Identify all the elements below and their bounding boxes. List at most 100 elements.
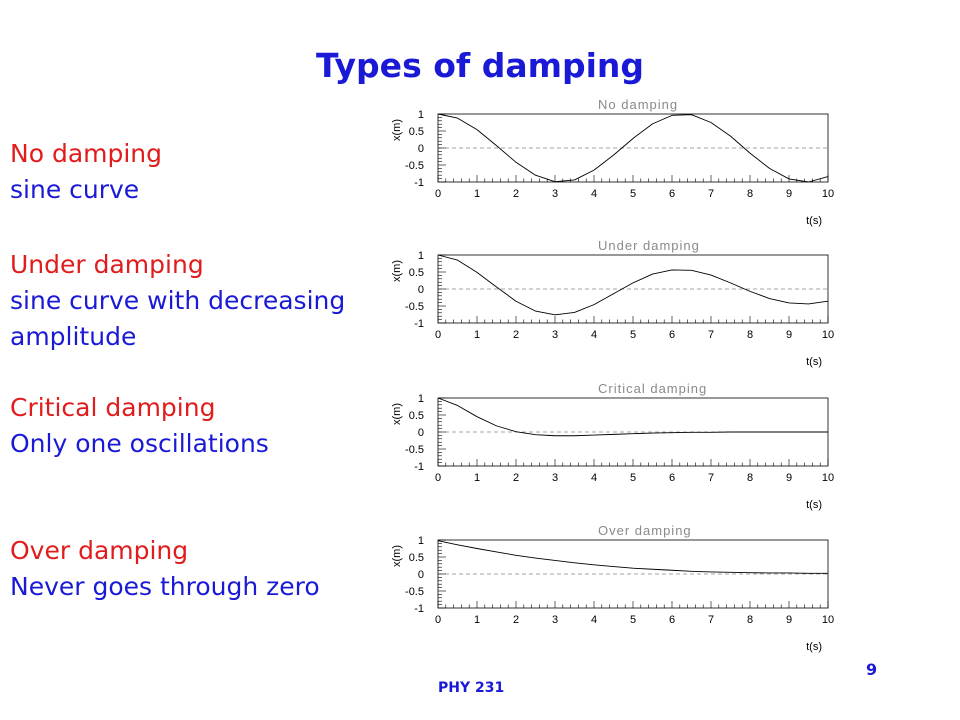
x-tick-label: 0 (435, 188, 441, 200)
x-tick-label: 5 (630, 329, 636, 341)
x-tick-label: 0 (435, 614, 441, 626)
x-tick-label: 8 (747, 472, 753, 484)
x-tick-label: 5 (630, 188, 636, 200)
x-tick-label: 7 (708, 329, 714, 341)
x-axis-label: t(s) (806, 215, 822, 227)
y-tick-label: -1 (414, 461, 424, 473)
x-tick-label: 6 (669, 614, 675, 626)
plot-title: Over damping (598, 523, 692, 538)
x-tick-label: 3 (552, 329, 558, 341)
x-tick-label: 3 (552, 188, 558, 200)
y-tick-label: 0 (418, 427, 424, 439)
x-tick-label: 4 (591, 329, 597, 341)
y-axis-label: x(m) (391, 403, 403, 425)
over-damping-plot: 0 1 2 3 4 5 6 7 8 9 10 1 0.5 0 -0.5 -1 Over damping t(s) x… (391, 523, 834, 653)
plot-title: Critical damping (598, 381, 707, 396)
description-line: Never goes through zero (10, 572, 320, 601)
y-tick-label: -0.5 (405, 586, 424, 598)
x-axis-label: t(s) (806, 356, 822, 368)
x-tick-label: 6 (669, 472, 675, 484)
x-tick-label: 1 (474, 188, 480, 200)
y-tick-label: 1 (418, 393, 424, 405)
description-heading: Under damping (10, 250, 204, 279)
y-tick-label: 1 (418, 250, 424, 262)
x-tick-label: 1 (474, 472, 480, 484)
slide-title: Types of damping (315, 46, 645, 85)
y-tick-label: 0.5 (409, 552, 424, 564)
x-tick-label: 1 (474, 329, 480, 341)
y-tick-label: -0.5 (405, 301, 424, 313)
x-tick-label: 9 (786, 614, 792, 626)
x-tick-label: 4 (591, 614, 597, 626)
plot-title: Under damping (598, 238, 700, 253)
description-under-damping: Under damping sine curve with decreasing… (10, 247, 345, 355)
series-line (437, 397, 828, 437)
x-tick-label: 9 (786, 329, 792, 341)
critical-damping-plot: 0 1 2 3 4 5 6 7 8 9 10 1 0.5 0 -0.5 -1 Critical damping t… (391, 381, 834, 511)
x-tick-label: 9 (786, 188, 792, 200)
y-tick-label: 1 (418, 109, 424, 121)
description-no-damping: No damping sine curve (10, 136, 162, 208)
x-tick-label: 8 (747, 614, 753, 626)
x-tick-label: 6 (669, 329, 675, 341)
description-over-damping: Over damping Never goes through zero (10, 533, 320, 605)
series-line (437, 254, 829, 316)
plot-title: No damping (598, 97, 678, 112)
page-number: 9 (866, 660, 878, 679)
x-tick-label: 7 (708, 472, 714, 484)
x-tick-label: 2 (513, 614, 519, 626)
x-tick-label: 4 (591, 188, 597, 200)
x-tick-label: 10 (822, 188, 834, 200)
x-tick-label: 10 (822, 472, 834, 484)
y-tick-label: -1 (414, 603, 424, 615)
x-tick-label: 5 (630, 614, 636, 626)
x-tick-label: 5 (630, 472, 636, 484)
x-tick-label: 0 (435, 472, 441, 484)
x-tick-label: 3 (552, 472, 558, 484)
x-tick-label: 9 (786, 472, 792, 484)
description-heading: Over damping (10, 536, 189, 565)
x-tick-label: 6 (669, 188, 675, 200)
y-tick-label: 0.5 (409, 410, 424, 422)
y-axis-label: x(m) (391, 119, 403, 141)
description-line: amplitude (10, 322, 137, 351)
y-tick-label: -1 (414, 318, 424, 330)
under-damping-plot: 0 1 2 3 4 5 6 7 8 9 10 1 0.5 0 -0.5 -1 Under damping t(s)… (391, 238, 834, 368)
y-tick-label: 0.5 (409, 126, 424, 138)
y-tick-label: -0.5 (405, 444, 424, 456)
description-heading: Critical damping (10, 393, 216, 422)
y-tick-label: -0.5 (405, 160, 424, 172)
x-tick-label: 8 (747, 188, 753, 200)
description-line: sine curve (10, 175, 140, 204)
y-axis-label: x(m) (391, 260, 403, 282)
x-tick-label: 3 (552, 614, 558, 626)
description-line: sine curve with decreasing (10, 286, 346, 315)
x-axis-label: t(s) (806, 641, 822, 653)
x-axis-label: t(s) (806, 499, 822, 511)
x-tick-label: 2 (513, 472, 519, 484)
y-tick-label: 1 (418, 535, 424, 547)
y-tick-label: 0.5 (409, 267, 424, 279)
description-line: Only one oscillations (10, 429, 269, 458)
x-tick-label: 4 (591, 472, 597, 484)
description-critical-damping: Critical damping Only one oscillations (10, 390, 269, 462)
description-heading: No damping (10, 139, 163, 168)
y-tick-label: 0 (418, 284, 424, 296)
x-tick-label: 10 (822, 329, 834, 341)
series-line (437, 113, 829, 183)
x-tick-label: 1 (474, 614, 480, 626)
y-tick-label: 0 (418, 143, 424, 155)
x-tick-label: 2 (513, 188, 519, 200)
y-axis-label: x(m) (391, 545, 403, 567)
y-tick-label: -1 (414, 177, 424, 189)
x-tick-label: 0 (435, 329, 441, 341)
footer-course: PHY 231 (438, 680, 505, 696)
x-tick-label: 10 (822, 614, 834, 626)
x-tick-label: 7 (708, 188, 714, 200)
x-tick-label: 2 (513, 329, 519, 341)
y-tick-label: 0 (418, 569, 424, 581)
x-tick-label: 8 (747, 329, 753, 341)
no-damping-plot: 0 1 2 3 4 5 6 7 8 9 10 1 0.5 0 -0.5 -1 No damping t(s) x(m… (391, 97, 834, 227)
x-tick-label: 7 (708, 614, 714, 626)
series-line (437, 540, 828, 574)
